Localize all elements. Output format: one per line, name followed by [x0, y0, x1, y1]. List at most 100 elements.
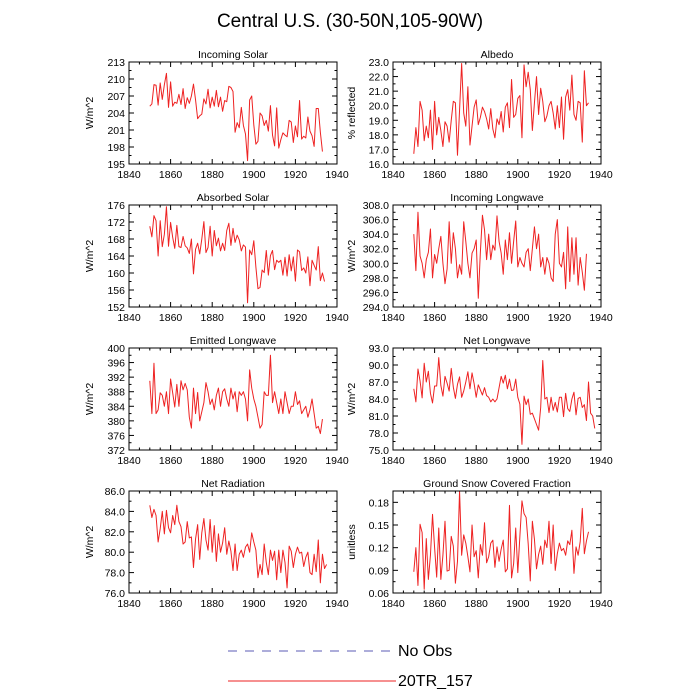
- panel-net-radiation: Net Radiation W/m^2 1840 1860 1880 1900 1920 19…: [84, 478, 349, 610]
- panel-ground-snow-covered-fraction: Ground Snow Covered Fraction unitless 1840…: [346, 478, 613, 610]
- panel-incoming-longwave: Incoming Longwave W/m^2 1840 1860 1880 1900 19…: [346, 192, 613, 324]
- x-tick-label: 1940: [325, 598, 349, 610]
- series-line-20tr-157: [413, 62, 589, 156]
- series-line-20tr-157: [413, 357, 596, 445]
- y-axis-label: W/m^2: [84, 383, 96, 416]
- x-tick-label: 1920: [284, 455, 308, 467]
- x-tick-label: 1900: [506, 169, 530, 181]
- x-tick-label: 1900: [242, 598, 266, 610]
- x-tick-label: 1900: [506, 455, 530, 467]
- y-tick-label: 198: [107, 142, 125, 154]
- x-tick-label: 1880: [465, 169, 489, 181]
- y-axis-label: W/m^2: [346, 240, 358, 273]
- panel-grid: Incoming Solar W/m^2 1840 1860 1880 1900 1920 1…: [84, 49, 613, 610]
- y-tick-label: 195: [107, 159, 125, 171]
- y-tick-label: 160: [107, 268, 125, 280]
- y-tick-label: 210: [107, 74, 125, 86]
- y-tick-label: 81.0: [369, 411, 390, 423]
- y-tick-label: 300.0: [363, 258, 389, 270]
- y-axis-label: W/m^2: [346, 383, 358, 416]
- y-tick-label: 201: [107, 125, 125, 137]
- y-tick-label: 75.0: [369, 445, 390, 457]
- y-axis-label: unitless: [346, 524, 358, 560]
- x-tick-label: 1880: [201, 598, 225, 610]
- y-tick-label: 392: [107, 372, 125, 384]
- y-tick-label: 204: [107, 108, 125, 120]
- x-tick-label: 1940: [589, 598, 613, 610]
- legend-label-model: 20TR_157: [398, 673, 473, 690]
- x-tick-label: 1860: [423, 312, 447, 324]
- x-tick-label: 1880: [201, 312, 225, 324]
- figure-title: Central U.S. (30-50N,105-90W): [217, 11, 483, 32]
- y-tick-label: 372: [107, 445, 125, 457]
- panel-albedo: Albedo % reflected 1840 1860 1880 1900 1920 194…: [346, 49, 613, 181]
- legend-label-obs: No Obs: [398, 643, 452, 660]
- series-line-20tr-157: [149, 504, 328, 589]
- y-tick-label: 19.0: [369, 115, 390, 127]
- x-tick-label: 1860: [423, 169, 447, 181]
- x-tick-label: 1920: [548, 169, 572, 181]
- y-tick-label: 168: [107, 234, 125, 246]
- x-tick-label: 1840: [117, 312, 141, 324]
- y-tick-label: 294.0: [363, 302, 389, 314]
- panel-title: Net Longwave: [463, 335, 530, 347]
- x-tick-label: 1840: [381, 312, 405, 324]
- x-tick-label: 1940: [325, 169, 349, 181]
- y-axis-label: % reflected: [346, 87, 358, 140]
- y-tick-label: 82.0: [105, 527, 126, 539]
- x-tick-label: 1900: [242, 455, 266, 467]
- y-tick-label: 22.0: [369, 72, 390, 84]
- y-tick-label: 164: [107, 251, 125, 263]
- x-tick-label: 1940: [325, 312, 349, 324]
- y-tick-label: 308.0: [363, 200, 389, 212]
- y-tick-label: 78.0: [369, 428, 390, 440]
- y-tick-label: 376: [107, 430, 125, 442]
- y-tick-label: 87.0: [369, 377, 390, 389]
- y-tick-label: 23.0: [369, 57, 390, 69]
- y-tick-label: 0.15: [369, 520, 390, 532]
- x-tick-label: 1840: [381, 455, 405, 467]
- x-tick-label: 1840: [117, 455, 141, 467]
- x-tick-label: 1940: [589, 455, 613, 467]
- y-tick-label: 76.0: [105, 588, 126, 600]
- y-tick-label: 17.0: [369, 144, 390, 156]
- panel-title: Incoming Longwave: [450, 192, 544, 204]
- y-tick-label: 306.0: [363, 215, 389, 227]
- y-tick-label: 304.0: [363, 229, 389, 241]
- y-tick-label: 84.0: [369, 394, 390, 406]
- x-tick-label: 1920: [548, 598, 572, 610]
- x-tick-label: 1920: [284, 312, 308, 324]
- x-tick-label: 1880: [201, 455, 225, 467]
- panel-incoming-solar: Incoming Solar W/m^2 1840 1860 1880 1900 1920 1…: [84, 49, 349, 181]
- panel-title: Absorbed Solar: [197, 192, 270, 204]
- y-tick-label: 396: [107, 358, 125, 370]
- y-tick-label: 90.0: [369, 360, 390, 372]
- series-line-20tr-157: [413, 211, 587, 299]
- y-tick-label: 380: [107, 416, 125, 428]
- plot-frame: [392, 61, 602, 165]
- y-axis-label: W/m^2: [84, 526, 96, 559]
- y-tick-label: 296.0: [363, 287, 389, 299]
- x-tick-label: 1920: [284, 169, 308, 181]
- y-tick-label: 0.09: [369, 565, 390, 577]
- y-tick-label: 207: [107, 91, 125, 103]
- x-tick-label: 1840: [381, 169, 405, 181]
- panel-title: Incoming Solar: [198, 49, 269, 61]
- y-tick-label: 0.18: [369, 497, 390, 509]
- x-tick-label: 1860: [159, 312, 183, 324]
- x-tick-label: 1860: [159, 169, 183, 181]
- y-tick-label: 78.0: [105, 568, 126, 580]
- y-tick-label: 384: [107, 401, 125, 413]
- x-tick-label: 1880: [201, 169, 225, 181]
- y-tick-label: 0.06: [369, 588, 390, 600]
- y-tick-label: 388: [107, 387, 125, 399]
- y-tick-label: 156: [107, 285, 125, 297]
- x-tick-label: 1940: [325, 455, 349, 467]
- y-tick-label: 172: [107, 217, 125, 229]
- x-tick-label: 1860: [423, 598, 447, 610]
- plot-frame: [128, 490, 338, 594]
- series-line-20tr-157: [149, 206, 326, 304]
- y-tick-label: 400: [107, 343, 125, 355]
- x-tick-label: 1860: [159, 598, 183, 610]
- y-tick-label: 93.0: [369, 343, 390, 355]
